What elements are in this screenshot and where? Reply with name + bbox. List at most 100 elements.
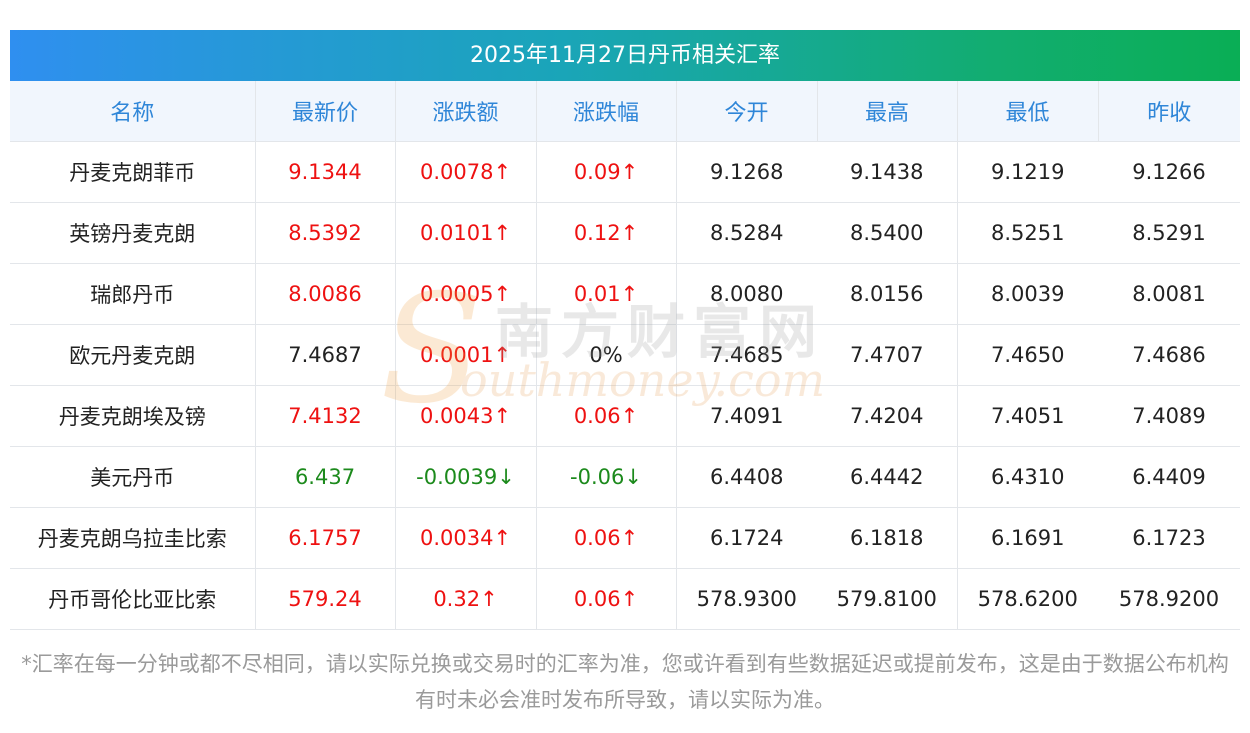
cell-change-value: 0.32: [433, 587, 481, 611]
cell-name: 丹麦克朗菲币: [10, 141, 256, 203]
cell-prev-close: 7.4686: [1098, 324, 1240, 386]
cell-high-value: 579.8100: [836, 587, 937, 611]
cell-change: 0.0043↑: [395, 385, 537, 447]
cell-change: 0.0001↑: [395, 324, 537, 386]
pct-trend-arrow-icon: ↑: [620, 282, 639, 306]
cell-open-value: 8.5284: [710, 221, 784, 245]
cell-prev-close: 6.1723: [1098, 507, 1240, 569]
cell-last: 6.1757: [255, 507, 396, 569]
cell-low: 578.6200: [957, 568, 1098, 630]
cell-change-pct-value: 0.06: [573, 587, 621, 611]
cell-name: 美元丹币: [10, 446, 256, 508]
change-trend-arrow-icon: ↑: [493, 343, 512, 367]
cell-open-value: 9.1268: [710, 160, 784, 184]
cell-high-value: 9.1438: [850, 160, 924, 184]
cell-change-pct: 0.06↑: [536, 568, 677, 630]
table-row: 英镑丹麦克朗 8.5392 0.0101↑ 0.12↑ 8.5284 8.5400 8.52…: [10, 202, 1240, 264]
cell-change-pct-value: 0.01: [573, 282, 621, 306]
cell-prev-close-value: 6.1723: [1132, 526, 1206, 550]
cell-change-pct-value: 0.12: [573, 221, 621, 245]
cell-open: 7.4091: [676, 385, 817, 447]
cell-open-value: 6.4408: [710, 465, 784, 489]
change-trend-arrow-icon: ↑: [493, 160, 512, 184]
cell-high: 7.4204: [817, 385, 958, 447]
cell-change-pct: 0.01↑: [536, 263, 677, 325]
cell-prev-close: 6.4409: [1098, 446, 1240, 508]
cell-last: 9.1344: [255, 141, 396, 203]
cell-open: 8.0080: [676, 263, 817, 325]
cell-prev-close-value: 578.9200: [1118, 587, 1220, 611]
cell-prev-close: 8.0081: [1098, 263, 1240, 325]
cell-low-value: 6.1691: [991, 526, 1065, 550]
cell-high-value: 6.4442: [850, 465, 924, 489]
pct-trend-arrow-icon: ↑: [620, 587, 639, 611]
cell-change-pct-value: 0.06: [573, 404, 621, 428]
table-title: 2025年11月27日丹币相关汇率: [10, 30, 1240, 81]
cell-change-pct: 0%: [536, 324, 677, 386]
change-trend-arrow-icon: ↑: [480, 587, 498, 611]
cell-high-value: 7.4707: [850, 343, 924, 367]
cell-low: 8.0039: [957, 263, 1098, 325]
cell-low: 7.4650: [957, 324, 1098, 386]
cell-name: 瑞郎丹币: [10, 263, 256, 325]
cell-prev-close-value: 7.4089: [1132, 404, 1206, 428]
cell-last: 7.4132: [255, 385, 396, 447]
table-row: 丹麦克朗埃及镑 7.4132 0.0043↑ 0.06↑ 7.4091 7.4204 7.4…: [10, 385, 1240, 447]
cell-name: 欧元丹麦克朗: [10, 324, 256, 386]
change-trend-arrow-icon: ↓: [497, 465, 515, 489]
column-header-last: 最新价: [255, 81, 396, 142]
cell-change: 0.32↑: [395, 568, 537, 630]
cell-open-value: 8.0080: [710, 282, 784, 306]
cell-change-value: 0.0034: [419, 526, 494, 550]
cell-last-value: 8.5392: [288, 221, 362, 245]
change-trend-arrow-icon: ↑: [493, 404, 512, 428]
disclaimer-footnote: *汇率在每一分钟或都不尽相同，请以实际兑换或交易时的汇率为准，您或许看到有些数据…: [21, 652, 1229, 712]
cell-low-value: 8.5251: [991, 221, 1065, 245]
cell-high: 579.8100: [817, 568, 958, 630]
cell-change-pct: 0.06↑: [536, 385, 677, 447]
table-header-row: 名称 最新价 涨跌额 涨跌幅 今开 最高 最低 昨收: [10, 81, 1240, 142]
cell-name-value: 美元丹币: [90, 466, 175, 490]
cell-last-value: 9.1344: [288, 160, 362, 184]
cell-open-value: 578.9300: [696, 587, 797, 611]
cell-name-value: 丹麦克朗埃及镑: [58, 405, 206, 429]
cell-high: 6.4442: [817, 446, 958, 508]
cell-low: 7.4051: [957, 385, 1098, 447]
cell-change-pct: -0.06↓: [536, 446, 677, 508]
change-trend-arrow-icon: ↑: [493, 526, 512, 550]
cell-high: 7.4707: [817, 324, 958, 386]
cell-high-value: 7.4204: [850, 404, 924, 428]
cell-high: 8.0156: [817, 263, 958, 325]
cell-name: 丹币哥伦比亚比索: [10, 568, 256, 630]
column-header-open: 今开: [676, 81, 818, 142]
cell-name-value: 丹币哥伦比亚比索: [48, 588, 217, 612]
cell-change-value: 0.0001: [419, 343, 494, 367]
cell-low-value: 578.6200: [977, 587, 1078, 611]
cell-last-value: 8.0086: [288, 282, 362, 306]
cell-change-pct: 0.09↑: [536, 141, 677, 203]
cell-change: 0.0101↑: [395, 202, 537, 264]
table-row: 欧元丹麦克朗 7.4687 0.0001↑ 0% 7.4685 7.4707 7.4650 7…: [10, 324, 1240, 386]
pct-trend-arrow-icon: ↑: [620, 160, 639, 184]
cell-low: 6.1691: [957, 507, 1098, 569]
cell-name-value: 欧元丹麦克朗: [69, 344, 196, 368]
cell-low-value: 9.1219: [991, 160, 1065, 184]
table-row: 丹币哥伦比亚比索 579.24 0.32↑ 0.06↑ 578.9300 579.8100…: [10, 568, 1240, 630]
cell-change-pct-value: 0.06: [573, 526, 621, 550]
cell-low-value: 7.4051: [991, 404, 1065, 428]
pct-trend-arrow-icon: ↑: [620, 526, 639, 550]
pct-trend-arrow-icon: ↑: [620, 221, 639, 245]
cell-change-pct-value: 0%: [589, 343, 623, 367]
column-header-prev-close: 昨收: [1098, 81, 1240, 142]
cell-name-value: 英镑丹麦克朗: [69, 222, 196, 246]
change-trend-arrow-icon: ↑: [493, 282, 512, 306]
pct-trend-arrow-icon: ↑: [620, 404, 639, 428]
cell-change-pct: 0.12↑: [536, 202, 677, 264]
cell-low: 9.1219: [957, 141, 1098, 203]
pct-trend-arrow-icon: ↓: [624, 465, 642, 489]
cell-change: 0.0034↑: [395, 507, 537, 569]
table-row: 美元丹币 6.437 -0.0039↓ -0.06↓ 6.4408 6.4442 6.431…: [10, 446, 1240, 508]
cell-name: 英镑丹麦克朗: [10, 202, 256, 264]
cell-last-value: 6.437: [294, 465, 356, 489]
cell-low-value: 8.0039: [991, 282, 1065, 306]
